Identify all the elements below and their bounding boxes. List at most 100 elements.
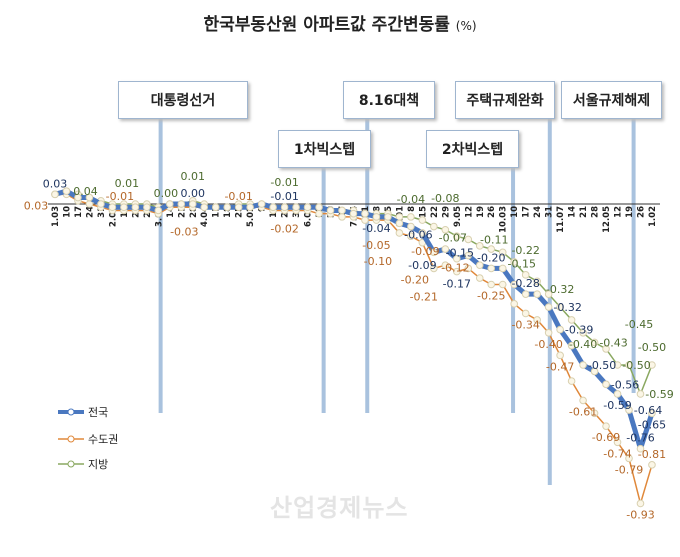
data-label: -0.12 [441, 262, 469, 275]
watermark-logo: 산업경제뉴스 [270, 494, 409, 522]
data-point [223, 203, 231, 212]
data-label: -0.76 [626, 432, 654, 445]
data-point [349, 209, 358, 218]
x-tick-label: 14 [568, 206, 578, 218]
data-label: -0.03 [170, 226, 198, 239]
data-point [453, 232, 461, 240]
data-point [510, 280, 519, 289]
data-label: -0.61 [569, 405, 597, 418]
data-label: -0.47 [546, 360, 574, 373]
data-point [590, 409, 599, 418]
data-point [556, 351, 564, 360]
data-label: 0.03 [24, 199, 49, 212]
data-point [636, 390, 645, 398]
data-label: -0.06 [404, 228, 432, 241]
data-point [74, 193, 82, 202]
data-label: -0.43 [599, 336, 627, 349]
data-label: -0.09 [408, 259, 436, 272]
data-point [636, 444, 645, 453]
data-point [62, 187, 71, 195]
data-label: -0.15 [507, 257, 535, 270]
data-label: -0.32 [546, 283, 574, 296]
data-point [602, 422, 610, 430]
data-point [613, 390, 622, 398]
data-point [487, 264, 496, 273]
data-point [188, 200, 197, 208]
data-label: 0.00 [181, 187, 206, 200]
x-tick-label: 12 [464, 206, 474, 218]
data-label: -0.04 [362, 222, 390, 235]
data-point [602, 380, 610, 389]
annotation-seoul-deregulation: 서울규제해제 [561, 81, 662, 119]
data-label: -0.01 [106, 190, 134, 203]
data-point [590, 367, 599, 376]
data-label: -0.21 [410, 291, 438, 304]
x-tick-label: 22 [430, 206, 440, 218]
data-point [498, 264, 507, 273]
data-label: -0.79 [615, 463, 643, 476]
data-point [234, 203, 243, 212]
data-point [246, 203, 254, 212]
data-point [510, 300, 519, 308]
data-point [464, 251, 473, 260]
data-label: -0.64 [634, 404, 662, 417]
x-tick-label: 19 [476, 206, 486, 218]
data-point [475, 242, 484, 250]
x-tick-label: 29 [441, 206, 451, 218]
data-point [544, 290, 553, 298]
x-tick-label: 4.04 [200, 206, 210, 227]
x-tick-label: 15 [418, 206, 428, 218]
annotation-election: 대통령선거 [118, 81, 248, 119]
x-tick-label: 10 [62, 206, 72, 218]
x-tick-label: 10.03 [499, 206, 509, 233]
x-tick-label: 28 [591, 206, 601, 218]
data-label: 0.01 [115, 177, 140, 190]
data-point [510, 258, 519, 266]
data-label: -0.50 [638, 341, 666, 354]
data-label: -0.74 [603, 447, 631, 460]
data-point [453, 267, 461, 276]
title-text: 한국부동산원 아파트값 주간변동률 [203, 15, 450, 35]
data-point [475, 274, 484, 282]
data-label: -0.09 [411, 245, 439, 258]
data-point [418, 229, 427, 237]
x-tick-label: 21 [579, 206, 589, 218]
data-point [200, 203, 209, 212]
data-point [131, 203, 140, 212]
data-point [51, 190, 59, 199]
data-label: -0.25 [477, 290, 505, 303]
data-label: -0.01 [224, 190, 252, 203]
annotation-816-measures: 8.16대책 [343, 81, 435, 119]
data-point [430, 222, 438, 231]
x-tick-label: 1.03 [51, 206, 61, 227]
data-label: 0.00 [154, 187, 179, 200]
data-point [407, 222, 415, 231]
data-point [372, 213, 381, 221]
data-point [395, 229, 404, 237]
x-tick-label: 28 [189, 206, 199, 218]
x-tick-label: 17 [522, 206, 532, 218]
data-label: -0.01 [270, 190, 298, 203]
annotation-first-big-step: 1차빅스텝 [278, 130, 371, 168]
data-label: -0.01 [270, 176, 298, 189]
data-label: -0.17 [443, 278, 471, 291]
data-point [579, 361, 587, 369]
data-point [384, 213, 392, 221]
data-point [315, 209, 323, 218]
x-tick-label: 25 [235, 206, 245, 218]
x-tick-label: 2.07 [108, 206, 118, 227]
x-tick-label: 6.06 [304, 206, 314, 227]
legend-label: 지방 [88, 458, 109, 471]
data-label: -0.56 [611, 378, 639, 391]
data-point [315, 203, 323, 212]
data-point [648, 361, 656, 369]
data-label: -0.10 [364, 255, 392, 268]
x-tick-label: 17 [74, 206, 84, 218]
data-point [326, 206, 335, 215]
x-tick-label: 19 [625, 206, 635, 218]
x-tick-label: 14 [166, 206, 176, 218]
data-point [533, 277, 541, 286]
data-label: -0.40 [569, 338, 597, 351]
data-point [166, 200, 174, 208]
